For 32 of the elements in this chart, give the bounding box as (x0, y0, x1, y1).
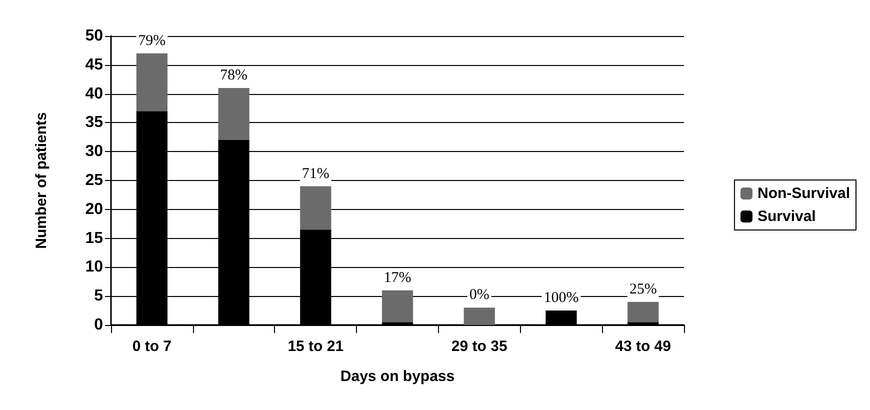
y-tick-label: 0 (94, 316, 104, 334)
legend-label: Survival (757, 208, 816, 225)
annotation: 71% (302, 166, 330, 182)
bar (218, 88, 250, 140)
y-axis-title: Number of patients (33, 112, 50, 249)
annotation: 79% (138, 32, 166, 49)
x-tick-label: 0 to 7 (132, 338, 172, 355)
y-tick-label: 10 (85, 258, 104, 276)
x-tick-label: 43 to 49 (615, 338, 672, 355)
annotation: 17% (384, 270, 412, 286)
bar (464, 308, 495, 325)
y-tick-label: 30 (85, 143, 104, 160)
legend-label: Non-Survival (757, 185, 850, 202)
y-tick-label: 15 (85, 230, 104, 247)
annotation: 25% (629, 281, 657, 298)
y-tick-label: 50 (85, 28, 104, 44)
bar (136, 53, 168, 112)
y-tick-label: 45 (85, 56, 104, 74)
y-tick-label: 5 (94, 288, 104, 305)
annotation: 0% (469, 287, 490, 304)
y-tick-label: 35 (85, 114, 104, 132)
x-axis-title: Days on bypass (340, 368, 455, 385)
y-tick-label: 20 (85, 200, 104, 218)
x-tick-label: 15 to 21 (288, 338, 344, 355)
y-tick-label: 25 (85, 172, 104, 189)
annotation: 78% (220, 68, 248, 84)
bar (300, 186, 332, 230)
y-tick-label: 40 (85, 85, 104, 102)
bar (382, 290, 414, 322)
x-tick-label: 29 to 35 (451, 338, 508, 355)
annotation: 100% (544, 290, 579, 306)
bar (628, 302, 659, 322)
